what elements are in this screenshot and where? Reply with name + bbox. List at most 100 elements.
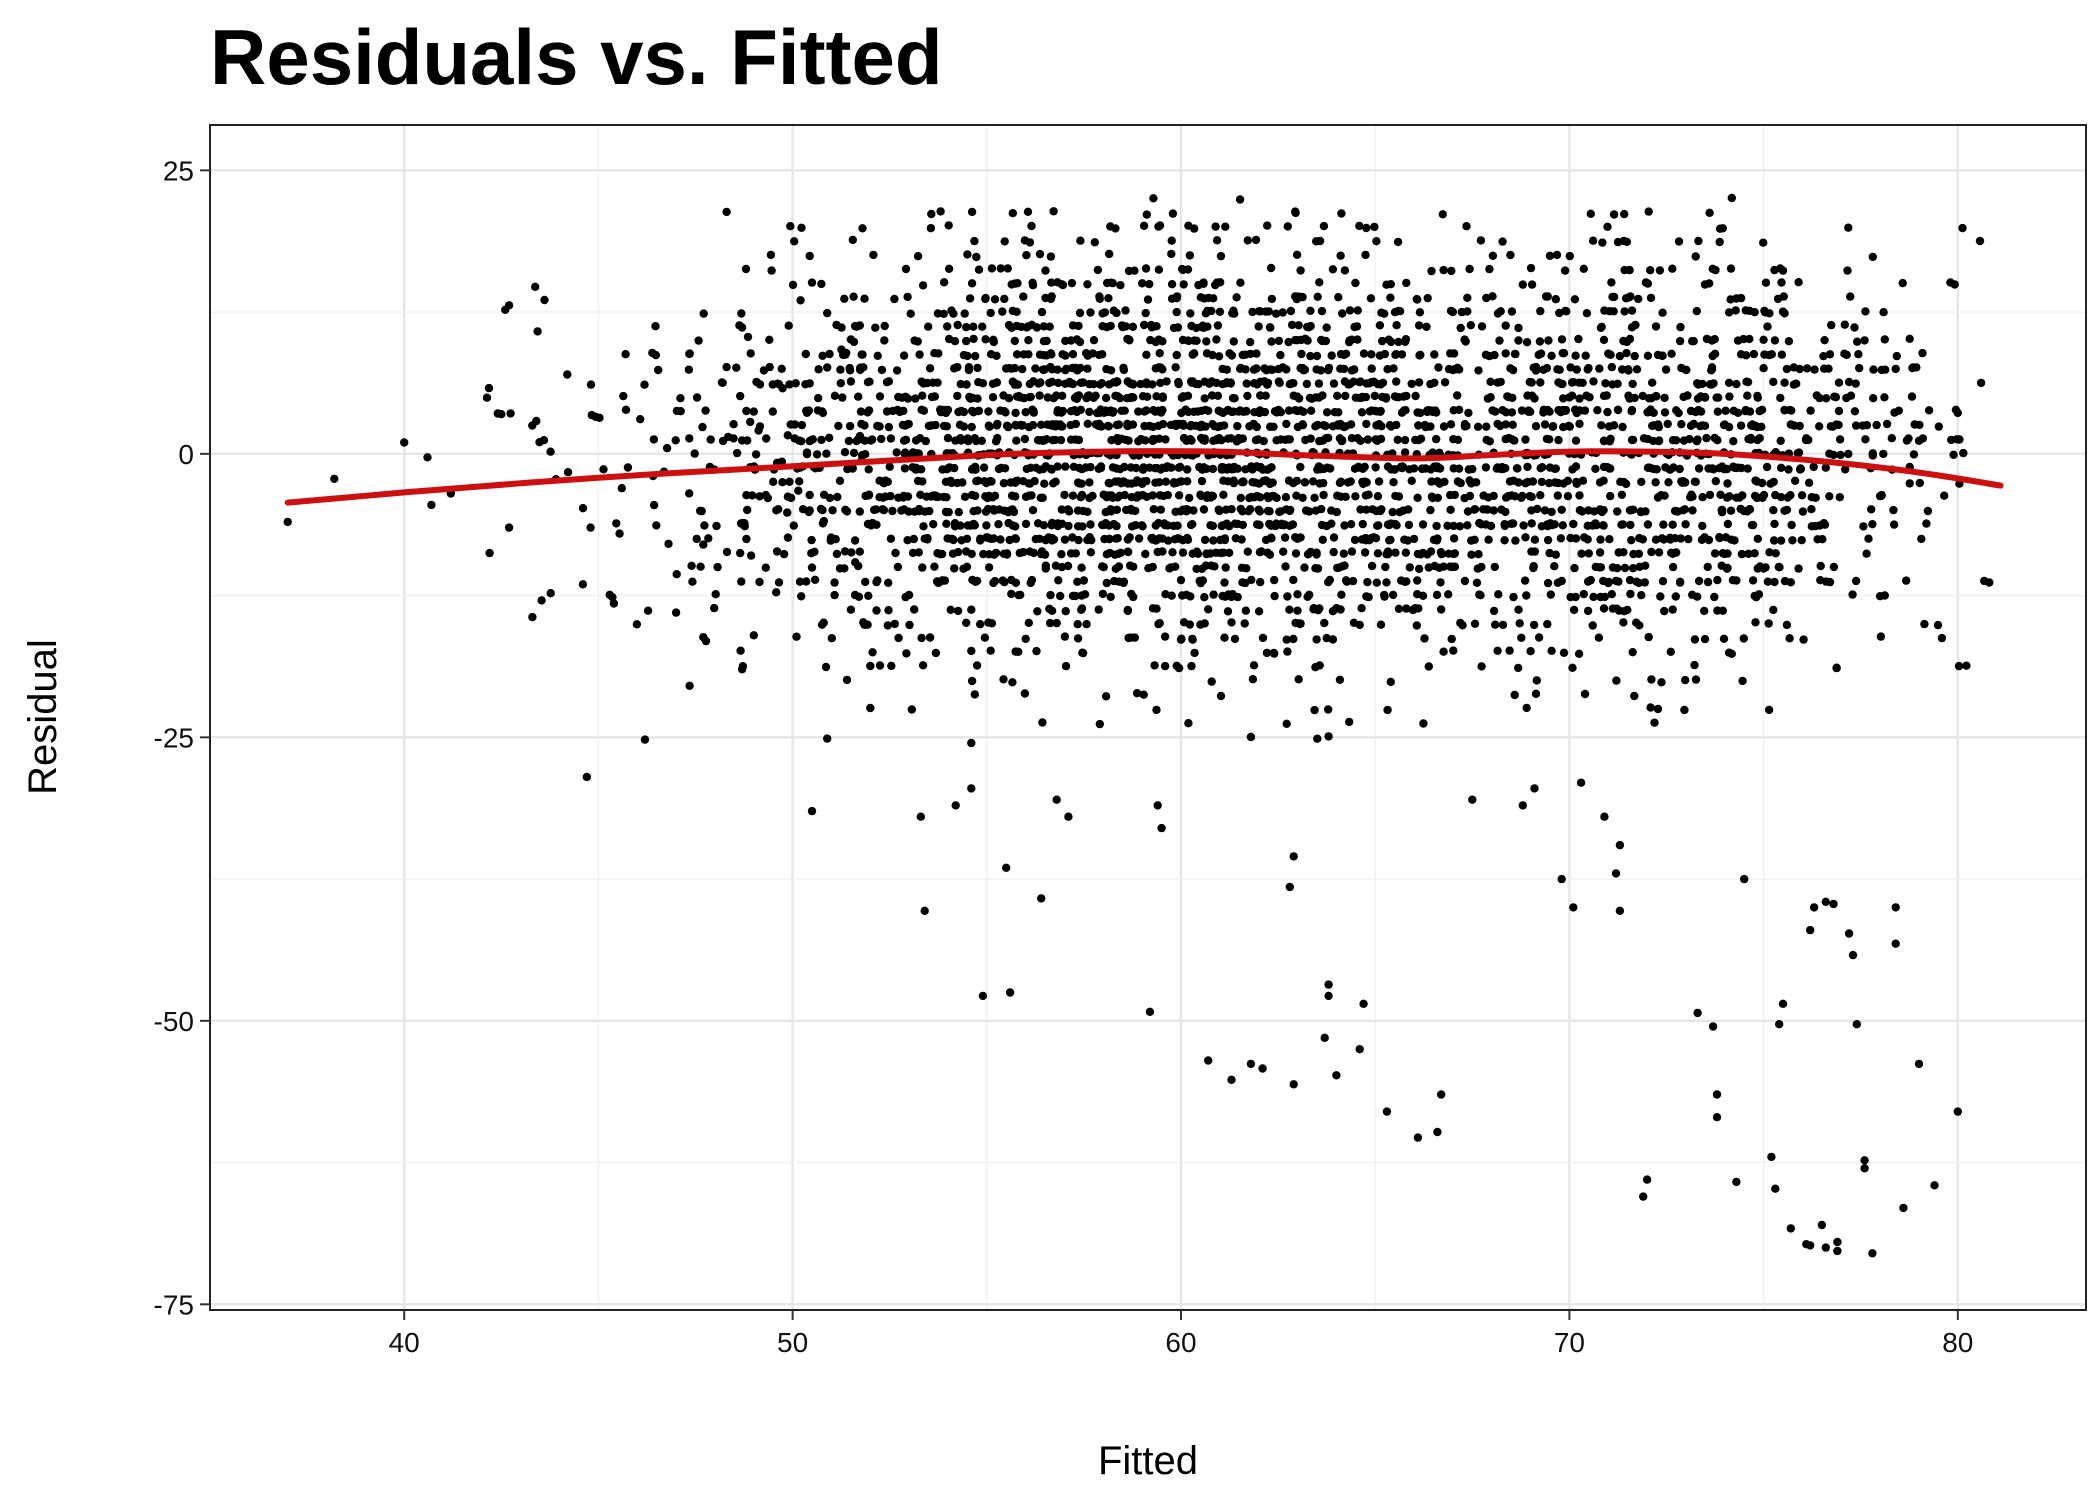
data-point xyxy=(722,362,731,372)
data-point xyxy=(648,348,657,358)
data-point xyxy=(1351,492,1360,501)
data-point xyxy=(1283,647,1292,656)
data-point xyxy=(1846,292,1855,301)
data-point xyxy=(1490,562,1500,572)
data-point xyxy=(1691,675,1701,684)
data-point xyxy=(749,631,758,640)
data-point xyxy=(1738,676,1747,686)
data-point xyxy=(1172,292,1182,301)
data-point xyxy=(1868,451,1878,460)
data-point xyxy=(1038,718,1047,727)
data-point xyxy=(762,434,771,443)
data-point xyxy=(1143,295,1153,304)
data-point xyxy=(1155,478,1164,487)
data-point xyxy=(1285,506,1295,516)
data-point xyxy=(1041,266,1050,275)
data-point xyxy=(1071,363,1080,372)
data-point xyxy=(1700,606,1709,616)
data-point xyxy=(1243,236,1253,245)
data-point xyxy=(712,521,721,531)
data-point xyxy=(856,365,865,375)
data-point xyxy=(990,550,999,559)
data-point xyxy=(915,434,925,443)
data-point xyxy=(1889,505,1898,515)
data-point xyxy=(1753,534,1763,543)
data-point xyxy=(671,436,680,445)
data-point xyxy=(951,363,960,372)
data-point xyxy=(1322,521,1331,531)
data-point xyxy=(1894,406,1904,415)
data-point xyxy=(901,392,910,401)
data-point xyxy=(1625,334,1635,344)
data-point xyxy=(1819,519,1829,528)
data-point xyxy=(1526,647,1535,656)
data-point xyxy=(1337,209,1346,218)
data-point xyxy=(1074,535,1083,545)
data-point xyxy=(1568,465,1577,474)
data-point xyxy=(1543,578,1553,588)
data-point xyxy=(1370,222,1379,232)
data-point xyxy=(1039,521,1049,530)
data-point xyxy=(943,322,952,331)
data-point xyxy=(1276,435,1286,444)
data-point xyxy=(1449,406,1458,415)
data-point xyxy=(1057,562,1067,572)
data-point xyxy=(1543,619,1552,629)
data-point xyxy=(1698,521,1707,531)
data-point xyxy=(1536,306,1545,316)
data-point xyxy=(1844,223,1853,232)
data-point xyxy=(1664,478,1673,487)
data-point xyxy=(539,436,549,445)
data-point xyxy=(1117,479,1126,488)
data-point xyxy=(737,577,746,586)
data-point xyxy=(1639,1192,1648,1201)
data-point xyxy=(701,406,710,415)
data-point xyxy=(1820,336,1829,345)
data-point xyxy=(1851,421,1861,430)
data-point xyxy=(1521,533,1530,542)
data-point xyxy=(903,536,912,545)
data-point xyxy=(1106,366,1116,375)
data-point xyxy=(1336,492,1346,501)
data-point xyxy=(1607,278,1616,287)
data-point xyxy=(1889,520,1899,529)
data-point xyxy=(1292,250,1302,259)
data-point xyxy=(1727,535,1736,544)
data-point xyxy=(1479,505,1488,514)
data-point xyxy=(1241,606,1251,615)
data-point xyxy=(1741,405,1751,415)
data-point xyxy=(617,484,626,493)
data-point xyxy=(1423,406,1432,415)
data-point xyxy=(1600,812,1609,821)
data-point xyxy=(1160,519,1169,528)
data-point xyxy=(1769,536,1779,545)
data-point xyxy=(718,378,727,387)
data-point xyxy=(1095,719,1105,729)
data-point xyxy=(1345,306,1355,315)
data-point xyxy=(1690,660,1699,670)
data-point xyxy=(1072,407,1082,417)
data-point xyxy=(1096,463,1106,473)
data-point xyxy=(777,364,786,373)
data-point xyxy=(1769,506,1778,515)
data-point xyxy=(1552,250,1562,260)
data-point xyxy=(1048,535,1057,544)
data-point xyxy=(1390,519,1400,529)
data-point xyxy=(825,433,834,442)
data-point xyxy=(749,407,758,416)
data-point xyxy=(1825,577,1835,587)
data-point xyxy=(754,426,763,435)
data-point xyxy=(1512,464,1522,473)
data-point xyxy=(1266,533,1276,542)
data-point xyxy=(1501,464,1510,473)
data-point xyxy=(821,662,831,672)
data-point xyxy=(1371,534,1381,543)
data-point xyxy=(1121,306,1130,315)
data-point xyxy=(1588,236,1598,245)
data-point xyxy=(1096,408,1105,417)
data-point xyxy=(1745,505,1754,514)
data-point xyxy=(854,592,864,601)
data-point xyxy=(1141,549,1150,559)
data-point xyxy=(1252,364,1261,373)
data-point xyxy=(953,606,963,616)
